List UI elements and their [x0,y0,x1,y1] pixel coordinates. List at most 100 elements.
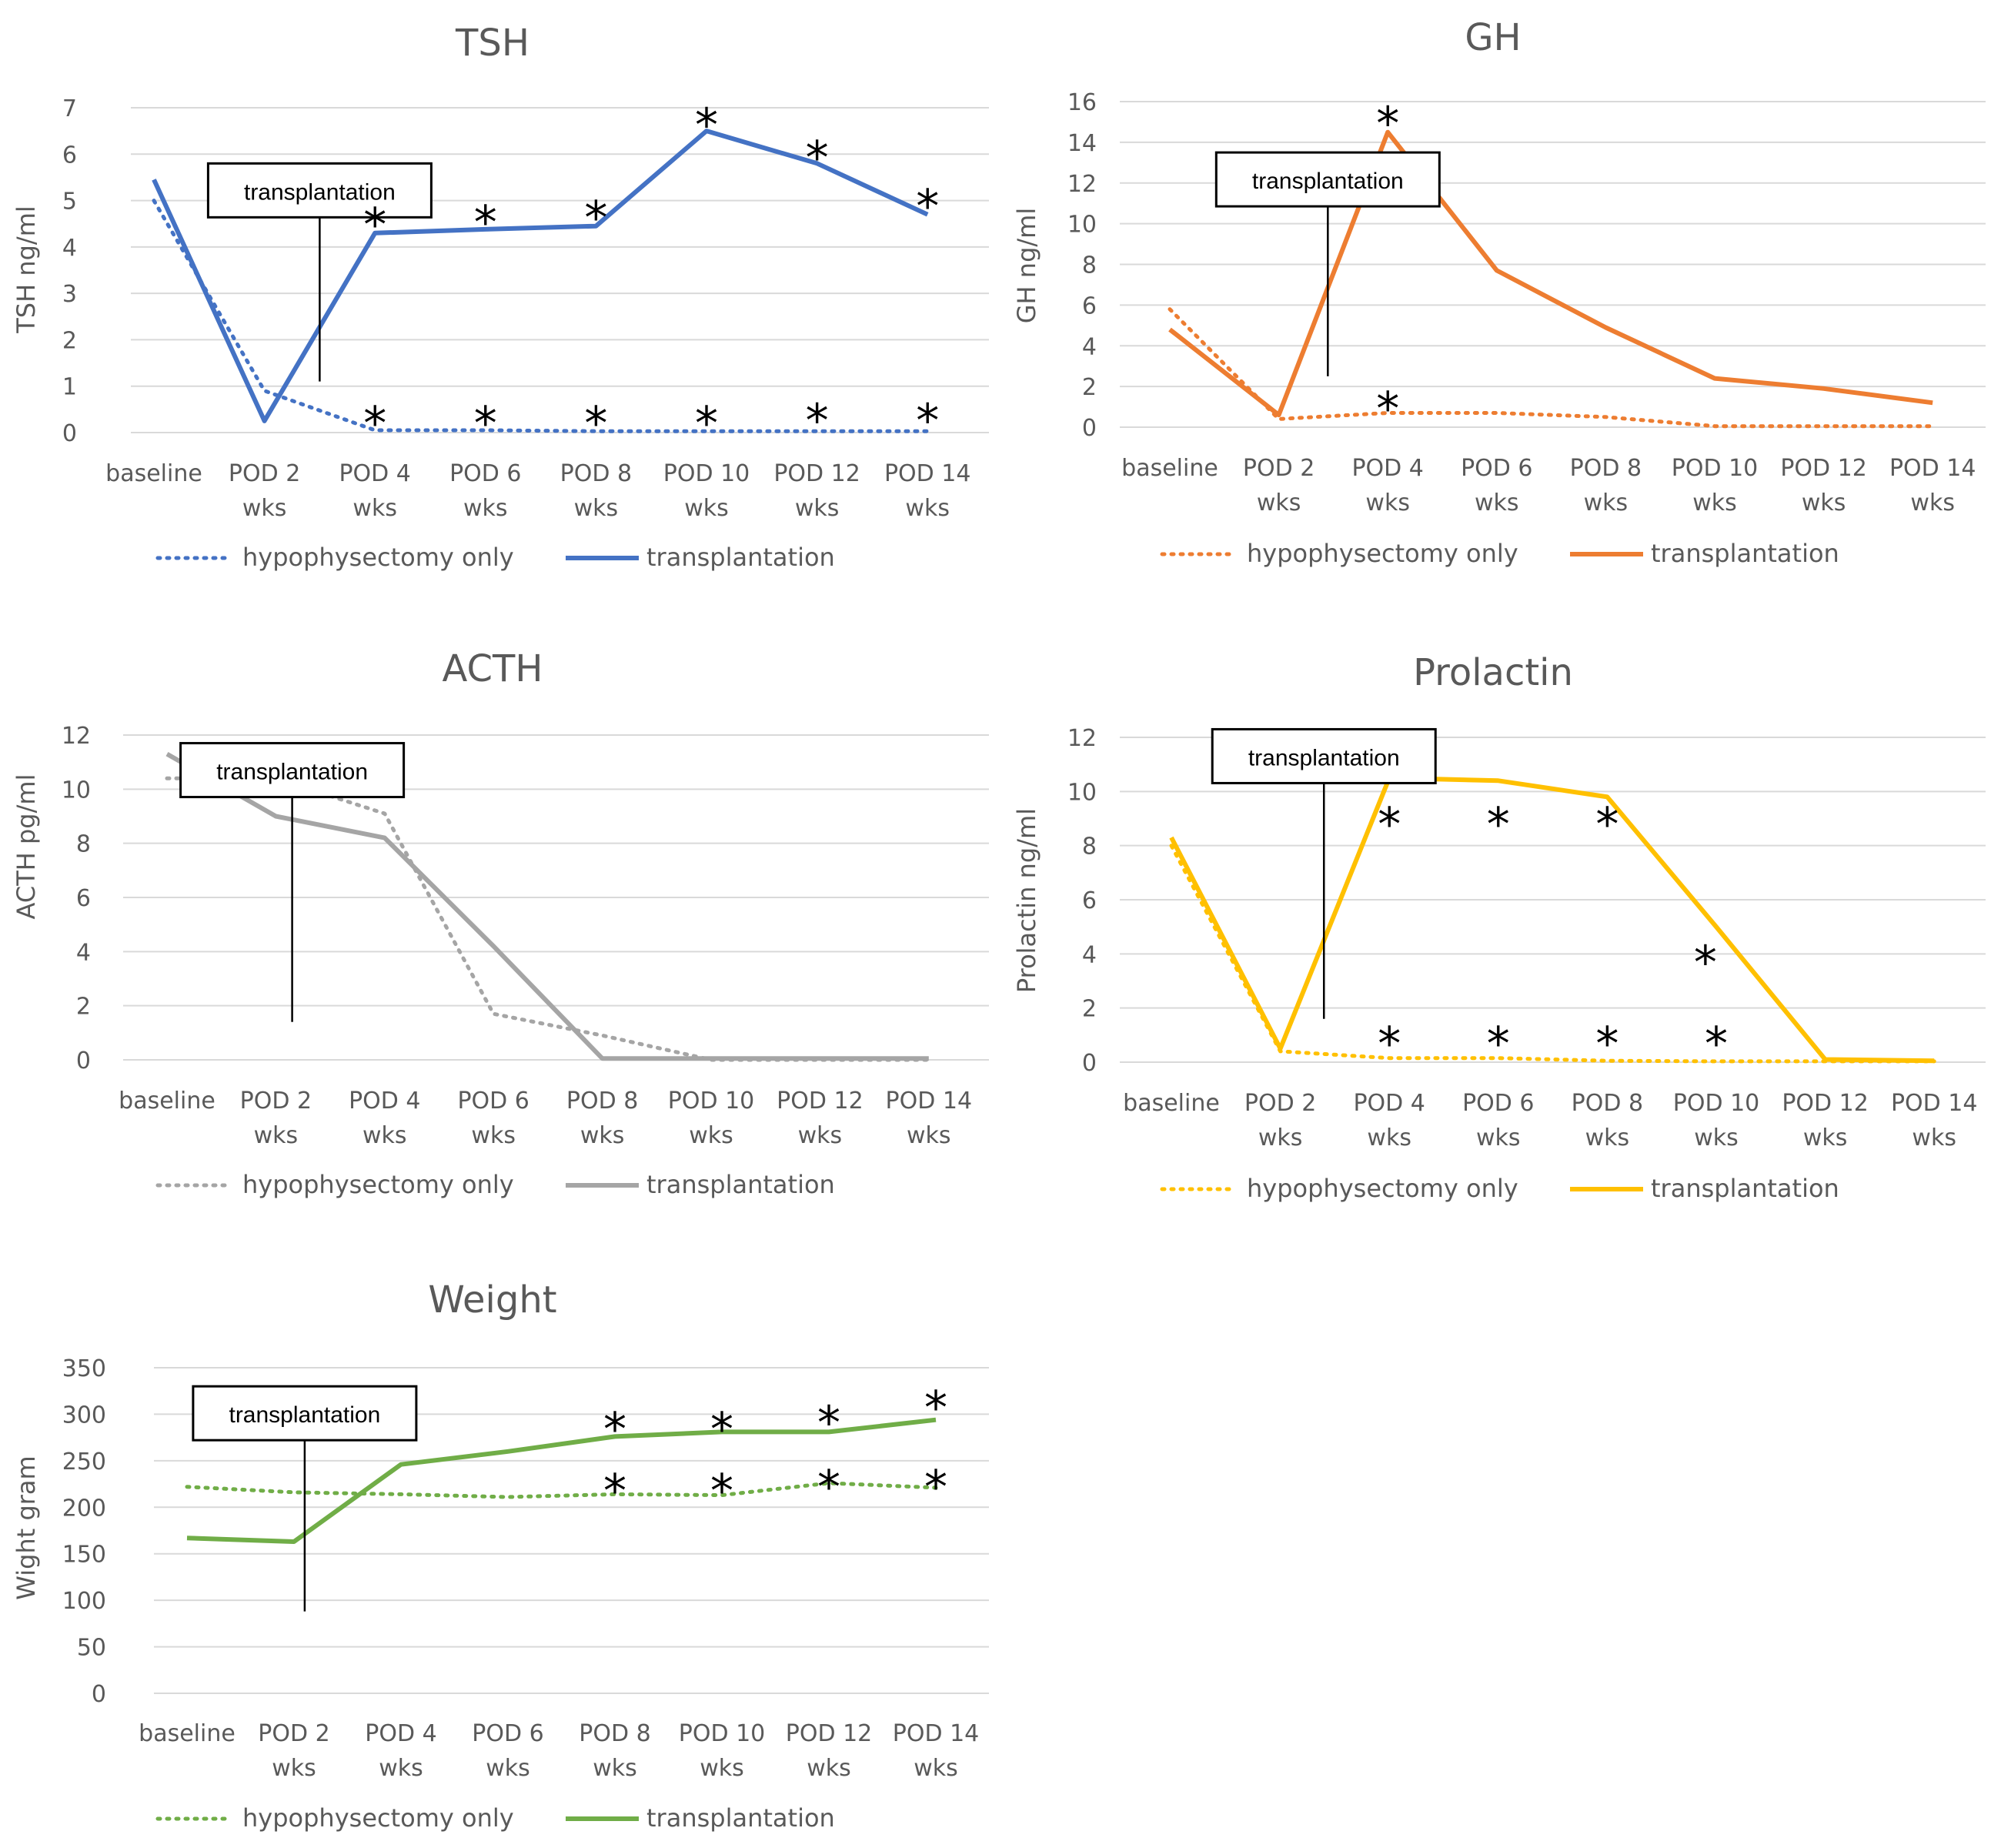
y-tick-label: 0 [62,420,77,447]
series-line-hypophysectomy-only [1168,307,1935,429]
chart-tsh: TSH 0 1 2 3 4 5 6 7 TSH ng/ml baseline POD 2 wks POD … [12,22,989,572]
y-tick-label: 350 [62,1355,106,1382]
y-tick-label: 100 [62,1588,106,1615]
significance-star: * [1595,1017,1619,1071]
y-tick-label: 250 [62,1449,106,1475]
y-tick-label: 4 [1082,333,1097,360]
significance-star: * [1595,798,1619,852]
legend-label: transplantation [646,1803,835,1833]
series-line-transplantation [186,1417,937,1544]
x-tick-label: POD 10 wks [1673,1090,1760,1151]
series-line-hypophysectomy-only [1169,844,1936,1064]
y-tick-label: 2 [1082,374,1097,401]
legend-label: transplantation [1651,1174,1839,1203]
x-tick-label: POD 6 wks [449,460,521,522]
x-tick-label: POD 10 wks [668,1088,755,1149]
y-tick-label: 4 [62,235,77,262]
x-tick-label: POD 8 wks [1570,455,1642,516]
legend-label: hypophysectomy only [242,1803,514,1833]
x-tick-label: POD 6 wks [472,1720,543,1782]
significance-star: * [916,180,939,234]
y-tick-label: 7 [62,95,77,122]
x-tick-label: POD 4 wks [1353,1090,1425,1151]
chart-title: Weight [428,1278,556,1322]
x-tick-label: POD 10 wks [663,460,750,522]
transplantation-box-label: transplantation [1248,745,1400,770]
series-line-transplantation [1169,775,1935,1064]
x-tick-label: POD 2 wks [1244,1090,1316,1151]
x-tick-label: POD 6 wks [1461,455,1532,516]
y-tick-label: 0 [1082,1050,1097,1077]
x-tick-label: POD 6 wks [457,1088,529,1149]
y-tick-label: 10 [1067,779,1097,806]
y-axis-label: Prolactin ng/ml [1012,808,1041,993]
x-tick-label: POD 10 wks [1672,455,1759,516]
transplantation-box-label: transplantation [244,179,396,205]
y-axis-label: ACTH pg/ml [12,774,41,920]
chart-title: TSH [455,22,529,65]
significance-star: * [363,397,386,451]
chart-acth: ACTH 0 2 4 6 8 10 12 ACTH pg/ml baseline POD 2 wks P… [12,647,989,1199]
x-tick-label: POD 8 wks [579,1720,650,1782]
x-tick-label: POD 8 wks [1572,1090,1643,1151]
x-tick-label: POD 12 wks [773,460,860,522]
y-tick-label: 50 [77,1635,106,1662]
significance-star: * [695,397,718,451]
chart-weight: Weight 0 50 100 150 200 250 300 350 Wight gram bas… [12,1278,989,1833]
x-tick-label: POD 12 wks [777,1088,864,1149]
y-axis-label: Wight gram [12,1455,41,1599]
significance-star: * [1694,936,1717,990]
x-tick-label: baseline [119,1088,215,1114]
y-tick-label: 10 [1067,212,1097,239]
significance-star: * [1376,382,1399,436]
x-tick-label: POD 12 wks [1780,455,1867,516]
significance-star: * [924,1460,947,1514]
x-tick-label: POD 4 wks [365,1720,436,1782]
y-tick-label: 0 [92,1681,106,1708]
y-tick-label: 2 [1082,996,1097,1023]
series-line-transplantation [152,129,929,423]
x-tick-label: POD 4 wks [339,460,410,522]
significance-star: * [1378,798,1401,852]
x-tick-label: POD 4 wks [1351,455,1423,516]
series-line-hypophysectomy-only [152,199,930,433]
y-tick-label: 12 [62,723,91,750]
y-tick-label: 12 [1067,171,1097,198]
significance-star: * [916,394,939,448]
x-tick-label: POD 8 wks [566,1088,638,1149]
x-tick-label: POD 12 wks [786,1720,873,1782]
y-tick-label: 4 [76,939,91,966]
significance-star: * [817,1396,840,1450]
significance-star: * [603,1403,626,1457]
transplantation-box [192,1385,418,1442]
x-tick-label: POD 14 wks [1889,455,1976,516]
y-axis-label: TSH ng/ml [12,206,41,334]
significance-star: * [1705,1017,1728,1071]
significance-star: * [806,131,829,185]
x-tick-label: baseline [105,460,202,487]
series-line-hypophysectomy-only [165,776,931,1062]
y-tick-label: 1 [62,374,77,401]
x-tick-label: POD 8 wks [560,460,632,522]
y-tick-label: 3 [62,281,77,308]
chart-title: ACTH [443,647,543,690]
x-tick-label: POD 14 wks [893,1720,980,1782]
legend-label: hypophysectomy only [1247,539,1518,568]
legend-label: transplantation [1651,539,1839,568]
chart-title: GH [1465,16,1521,59]
y-tick-label: 300 [62,1402,106,1429]
legend-label: transplantation [646,1170,835,1199]
y-tick-label: 150 [62,1542,106,1569]
series-line-transplantation [165,751,929,1061]
significance-star: * [817,1460,840,1514]
x-tick-label: POD 2 wks [240,1088,312,1149]
x-tick-label: baseline [139,1720,236,1747]
x-tick-label: POD 12 wks [1782,1090,1869,1151]
significance-star: * [710,1464,733,1518]
y-tick-label: 10 [62,777,91,804]
chart-gh: GH 0 2 4 6 8 10 12 14 16 GH ng/ml baseline POD 2 wks P… [1012,16,1986,568]
x-tick-label: POD 14 wks [886,1088,973,1149]
significance-star: * [1487,798,1510,852]
y-tick-label: 12 [1067,725,1097,752]
